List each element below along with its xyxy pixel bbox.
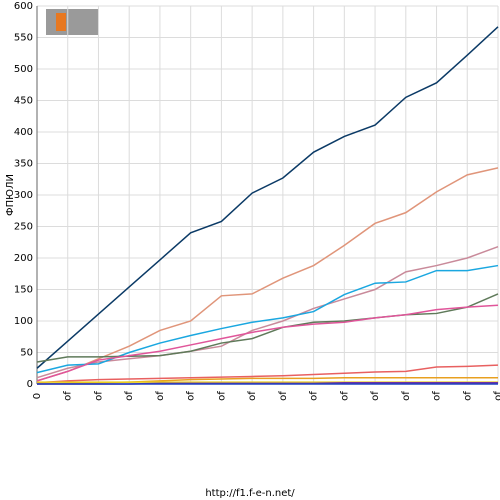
x-tick-label: of [247, 391, 258, 401]
x-tick-label: 0 [32, 393, 43, 399]
y-tick-label: 50 [20, 348, 33, 359]
y-tick-label: 200 [14, 253, 33, 264]
y-tick-label: 600 [14, 1, 33, 12]
y-tick-label: 150 [14, 285, 33, 296]
y-tick-label: 450 [14, 96, 33, 107]
x-tick-label: of [216, 391, 227, 401]
y-tick-label: 100 [14, 316, 33, 327]
series-line [36, 245, 499, 379]
y-tick-label: 250 [14, 222, 33, 233]
x-tick-label: of [93, 391, 104, 401]
x-tick-label: of [432, 391, 443, 401]
y-tick-label: 550 [14, 33, 33, 44]
footer: http://f1.f-e-n.net/ [205, 488, 295, 499]
x-tick-label: of [278, 391, 289, 401]
x-tick-label: of [493, 391, 500, 401]
x-tick-label: of [339, 391, 350, 401]
y-tick-label: 350 [14, 159, 33, 170]
logo [46, 9, 98, 35]
x-tick-label: of [155, 391, 166, 401]
series-line [36, 167, 499, 382]
y-tick-label: 500 [14, 64, 33, 75]
x-tick-label: of [462, 391, 473, 401]
x-tick-label: of [186, 391, 197, 401]
series-line [36, 304, 499, 382]
series-line [36, 26, 499, 369]
y-tick-label: 300 [14, 190, 33, 201]
series-line [36, 293, 499, 363]
y-tick-label: 400 [14, 127, 33, 138]
x-tick-label: of [309, 391, 320, 401]
x-tick-label: of [124, 391, 135, 401]
y-axis-label: ФПЮЛИ [5, 174, 16, 216]
x-tick-label: of [401, 391, 412, 401]
x-tick-label: of [63, 391, 74, 401]
x-tick-label: of [370, 391, 381, 401]
y-tick-label: 0 [27, 379, 33, 390]
series-line [36, 364, 499, 384]
